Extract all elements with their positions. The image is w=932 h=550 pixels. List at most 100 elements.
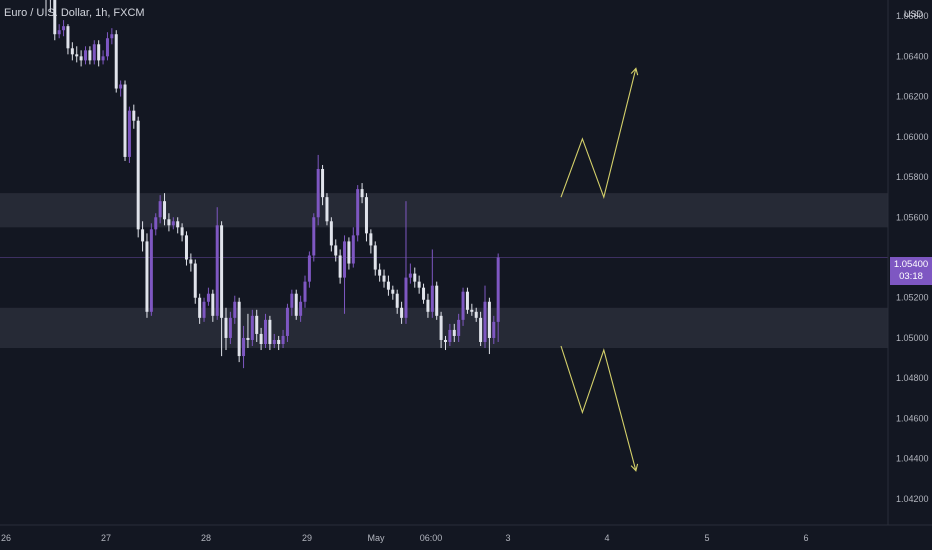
- candle: [483, 285, 487, 349]
- candle-body: [303, 281, 307, 302]
- candle: [154, 213, 158, 236]
- candle-body: [202, 301, 206, 318]
- time-tick-label: 5: [704, 533, 709, 543]
- candle: [378, 263, 382, 282]
- candle-body: [57, 30, 61, 35]
- candle: [277, 335, 281, 351]
- candle-body: [404, 277, 408, 318]
- candle-body: [167, 219, 171, 226]
- candle: [202, 297, 206, 322]
- candle: [198, 293, 202, 324]
- candle-body: [184, 235, 188, 260]
- candle: [48, 0, 52, 13]
- candle: [272, 333, 276, 349]
- candle: [281, 329, 285, 349]
- candle-body: [250, 315, 254, 340]
- candle: [136, 116, 140, 238]
- price-tick-label: 1.05800: [896, 172, 929, 182]
- candle: [264, 313, 267, 349]
- candle-body: [228, 317, 232, 338]
- candle: [369, 229, 373, 254]
- candle: [343, 235, 347, 314]
- candle-body: [123, 84, 127, 157]
- candle: [430, 249, 434, 318]
- candle-body: [246, 337, 250, 340]
- candle: [220, 221, 224, 357]
- candle-body: [487, 301, 491, 338]
- candle: [132, 104, 136, 129]
- candle: [360, 183, 364, 204]
- candle-body: [132, 110, 136, 121]
- candle: [400, 301, 404, 324]
- candle-body: [364, 197, 368, 234]
- candle-body: [158, 201, 162, 218]
- candle-body: [114, 34, 118, 89]
- candle-body: [369, 233, 373, 246]
- candle-body: [321, 168, 325, 198]
- candle: [163, 193, 167, 226]
- candle: [492, 315, 496, 344]
- candle-body: [356, 189, 360, 236]
- candle-body: [220, 225, 224, 318]
- candle-body: [224, 317, 228, 338]
- candle: [422, 283, 426, 304]
- price-axis[interactable]: 1.06600 1.06400 1.06200 1.06000 1.05800 1.056…: [896, 11, 929, 504]
- candle: [158, 195, 162, 224]
- candle-body: [145, 241, 149, 312]
- candle: [457, 313, 461, 342]
- time-axis[interactable]: 26 27 28 29 May 06:00 3 4 5 6: [1, 533, 809, 543]
- candle: [417, 275, 421, 294]
- candle-body: [92, 44, 96, 61]
- candle: [149, 223, 153, 316]
- current-price-value: 1.05400: [893, 259, 929, 270]
- candle: [364, 193, 368, 242]
- candle: [141, 221, 145, 252]
- candle-body: [180, 227, 184, 236]
- candle: [70, 42, 74, 61]
- candle-body: [347, 241, 351, 264]
- candle: [290, 289, 294, 316]
- time-tick-label: 26: [1, 533, 11, 543]
- candle-body: [422, 287, 426, 300]
- candle: [259, 327, 263, 351]
- projection-arrows: [560, 67, 639, 472]
- candle-body: [70, 48, 74, 55]
- candle-body: [474, 311, 478, 318]
- candle-body: [435, 285, 439, 316]
- candle-body: [189, 259, 193, 264]
- candle: [487, 297, 491, 355]
- candle: [79, 50, 83, 67]
- candle-body: [255, 315, 259, 334]
- candle-body: [483, 301, 487, 342]
- candle: [351, 227, 355, 268]
- candle: [62, 20, 66, 37]
- candle: [237, 297, 241, 363]
- candle: [167, 213, 171, 232]
- current-price-tag: 1.05400 03:18: [890, 257, 932, 285]
- candle: [329, 217, 333, 252]
- candle: [171, 217, 175, 230]
- candle-body: [492, 321, 496, 338]
- price-tick-label: 1.05200: [896, 293, 929, 303]
- candle-body: [461, 291, 465, 320]
- candle-body: [149, 229, 153, 312]
- candle-body: [193, 263, 197, 298]
- candle-body: [53, 0, 57, 35]
- candle: [75, 46, 79, 63]
- candle: [408, 263, 412, 284]
- price-tick-label: 1.04800: [896, 373, 929, 383]
- time-tick-label: 6: [803, 533, 808, 543]
- candle: [303, 275, 307, 308]
- price-tick-label: 1.06600: [896, 11, 929, 21]
- candle-body: [136, 120, 140, 230]
- candle: [285, 303, 289, 342]
- time-tick-label: 4: [604, 533, 609, 543]
- candle: [316, 154, 320, 226]
- candle-body: [312, 217, 316, 256]
- candle: [206, 287, 210, 306]
- candle-body: [171, 221, 175, 226]
- candle: [255, 309, 259, 342]
- candle: [246, 313, 250, 349]
